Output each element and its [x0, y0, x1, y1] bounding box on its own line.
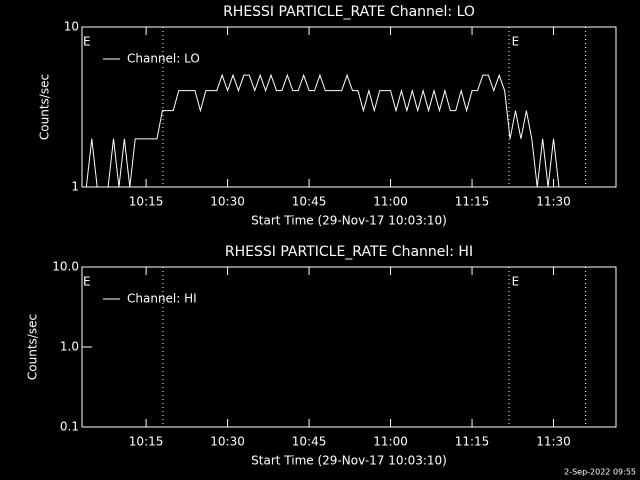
x-tick-label: 10:15 [129, 195, 164, 209]
x-axis-label: Start Time (29-Nov-17 10:03:10) [251, 214, 447, 228]
y-tick-label: 1.0 [60, 340, 79, 354]
y-axis-label: Counts/sec [38, 74, 52, 140]
legend-label: Channel: LO [127, 52, 200, 66]
event-marker: E [512, 35, 520, 49]
x-tick-label: 11:00 [373, 435, 408, 449]
event-marker: E [512, 275, 520, 289]
x-axis-label: Start Time (29-Nov-17 10:03:10) [251, 454, 447, 468]
plot-frame [81, 26, 617, 188]
x-tick-label: 11:15 [455, 435, 490, 449]
x-tick-label: 11:30 [536, 435, 571, 449]
data-line [85, 73, 565, 188]
timestamp: 2-Sep-2022 09:55 [564, 468, 636, 477]
x-tick-label: 10:30 [210, 435, 245, 449]
x-tick-label: 11:15 [455, 195, 490, 209]
x-tick-label: 10:15 [129, 435, 164, 449]
event-marker: E [83, 275, 91, 289]
x-tick-label: 10:30 [210, 195, 245, 209]
panel-title: RHESSI PARTICLE_RATE Channel: LO [223, 4, 475, 20]
x-tick-label: 11:00 [373, 195, 408, 209]
y-axis-label: Counts/sec [26, 314, 40, 380]
x-tick-label: 10:45 [292, 195, 327, 209]
y-tick-label: 0.1 [60, 420, 79, 434]
panel-title: RHESSI PARTICLE_RATE Channel: HI [225, 244, 473, 260]
event-marker: E [83, 35, 91, 49]
y-tick-label: 10 [64, 20, 79, 34]
legend-label: Channel: HI [127, 292, 197, 306]
y-tick-label: 10.0 [52, 260, 79, 274]
x-tick-label: 10:45 [292, 435, 327, 449]
x-tick-label: 11:30 [536, 195, 571, 209]
y-tick-label: 1 [71, 180, 79, 194]
